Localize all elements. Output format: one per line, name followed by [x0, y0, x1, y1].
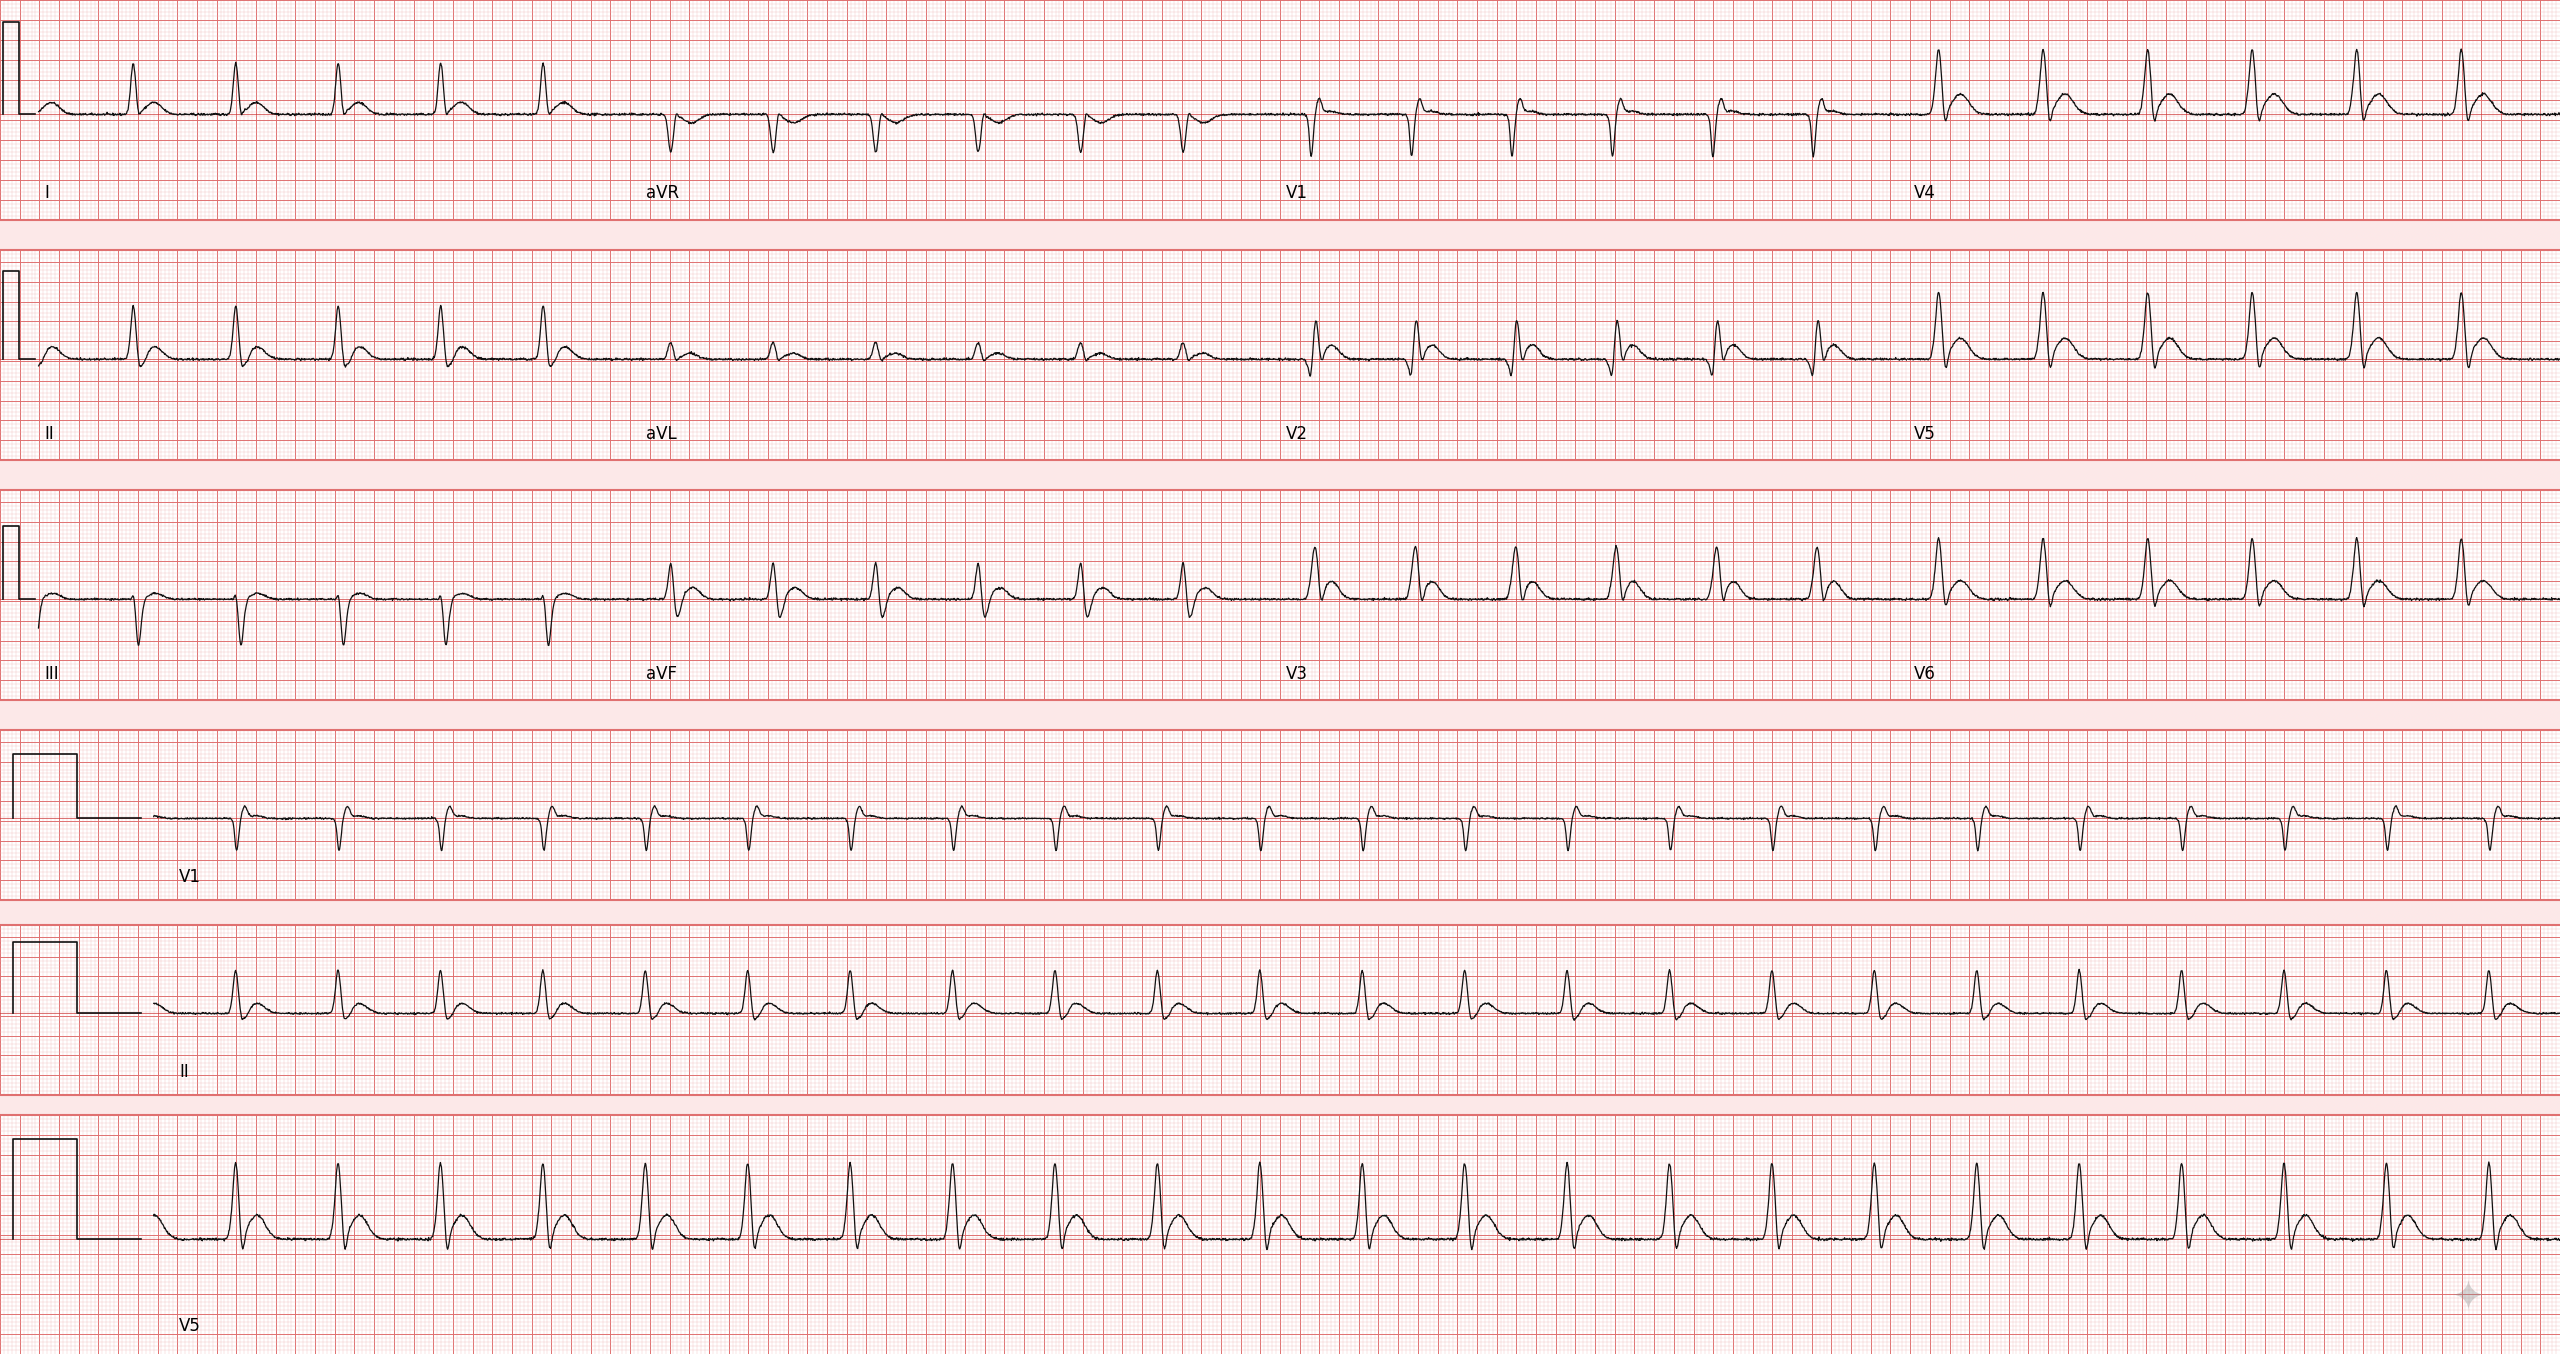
Text: ✦: ✦	[2450, 1277, 2486, 1320]
Text: V1: V1	[1285, 184, 1308, 202]
Bar	[0, 460, 2560, 490]
Text: III: III	[44, 665, 59, 684]
Text: V3: V3	[1285, 665, 1308, 684]
Text: V5: V5	[179, 1317, 202, 1335]
Text: V4: V4	[1915, 184, 1935, 202]
Bar	[0, 490, 2560, 700]
Text: aVF: aVF	[645, 665, 678, 684]
Text: aVR: aVR	[645, 184, 678, 202]
Text: V5: V5	[1915, 425, 1935, 443]
Text: II: II	[179, 1063, 189, 1082]
Text: V6: V6	[1915, 665, 1935, 684]
Text: V1: V1	[179, 868, 202, 887]
Bar	[0, 1114, 2560, 1354]
Bar	[0, 250, 2560, 460]
Bar	[0, 1095, 2560, 1114]
Bar	[0, 925, 2560, 1095]
Bar	[0, 700, 2560, 730]
Bar	[0, 900, 2560, 925]
Bar	[0, 0, 2560, 219]
Bar	[0, 219, 2560, 250]
Bar	[0, 730, 2560, 900]
Text: aVL: aVL	[645, 425, 678, 443]
Text: I: I	[44, 184, 49, 202]
Text: V2: V2	[1285, 425, 1308, 443]
Text: II: II	[44, 425, 54, 443]
